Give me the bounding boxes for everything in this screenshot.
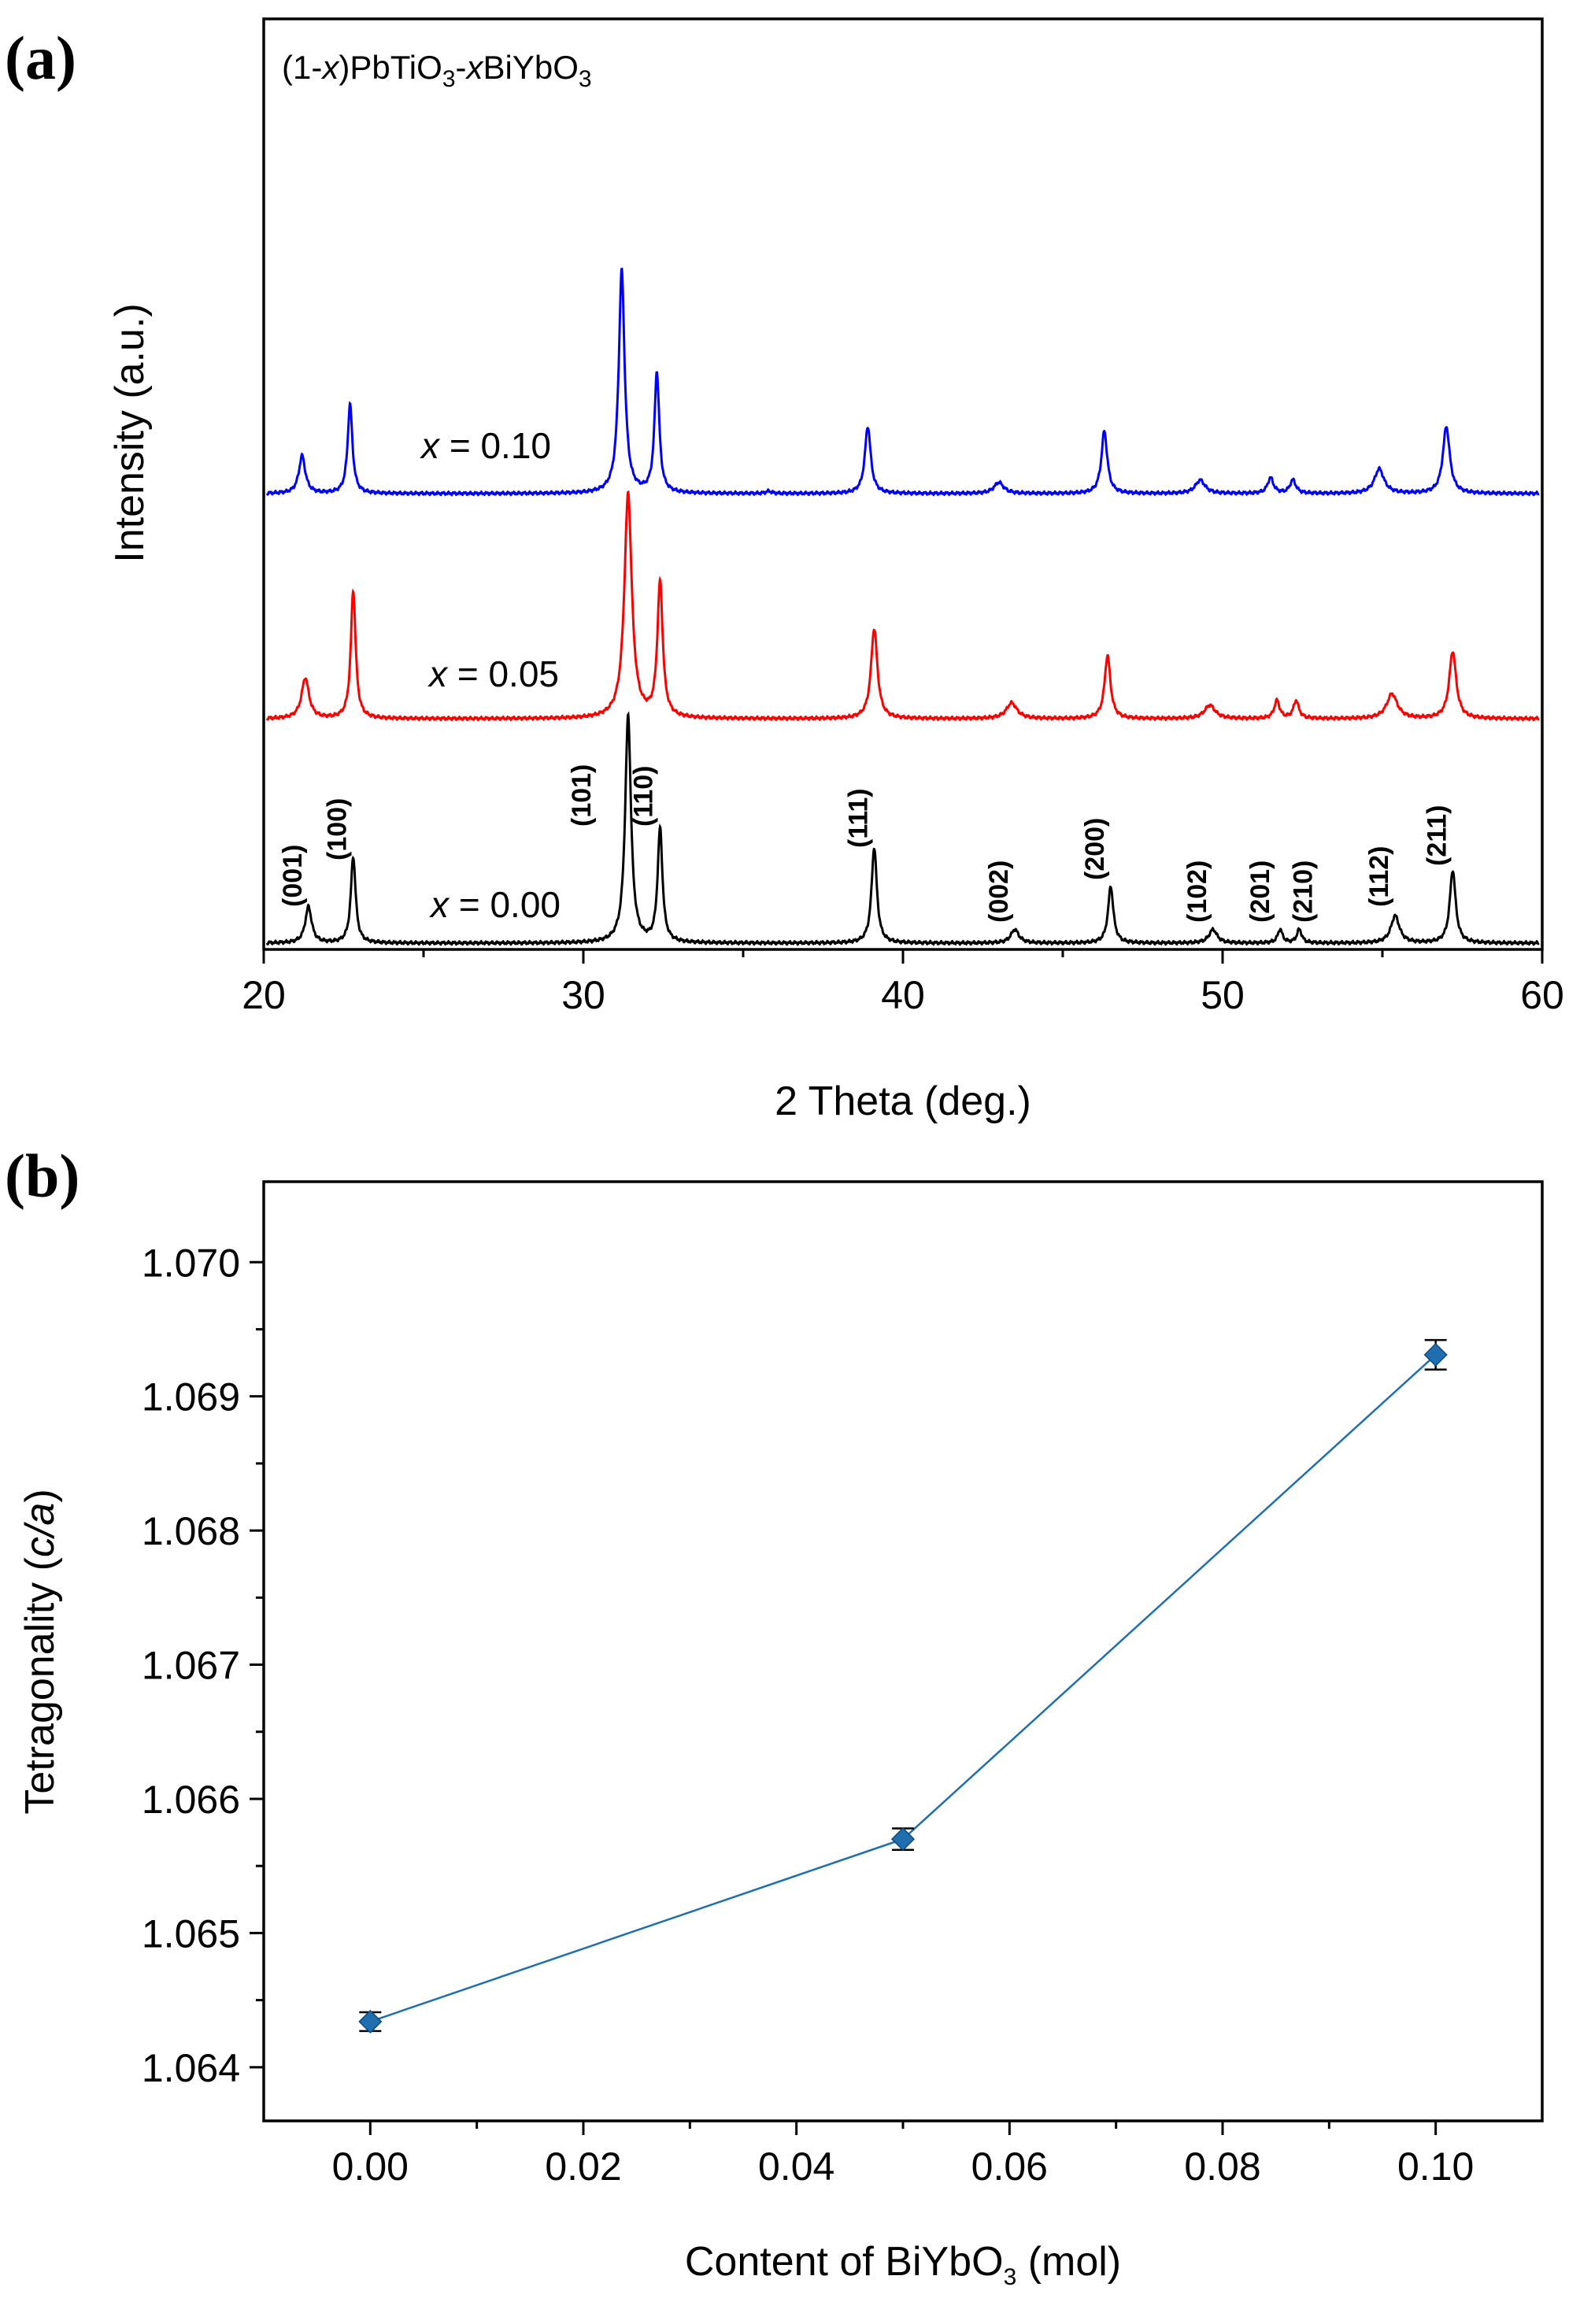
data-point-diamond: [1423, 1342, 1448, 1367]
xrd-series-label-var: x: [427, 653, 449, 694]
xrd-series: [265, 267, 1540, 946]
xrd-x-tick-label: 40: [881, 973, 925, 1017]
xrd-series-label-value: = 0.10: [439, 425, 551, 466]
xrd-x-tick-label: 60: [1520, 973, 1564, 1017]
xrd-y-axis-title: Intensity (a.u.): [107, 303, 153, 562]
xrd-peak-label: (001): [278, 845, 308, 907]
xrd-peak-label: (002): [984, 860, 1014, 923]
xrd-peak-labels: (001) (100) (101) (110) (111) (002) (200) (102)…: [278, 764, 1452, 923]
xrd-series-label-value: = 0.00: [449, 884, 561, 925]
tetragonality-x-axis-title: Content of BiYbO3 (mol): [685, 2239, 1121, 2290]
panel-b-letter: (b): [5, 1142, 80, 1210]
tetragonality-x-tick-label: 0.10: [1397, 2145, 1474, 2189]
panel-a-letter: (a): [5, 24, 76, 92]
tetragonality-x-tick-label: 0.08: [1184, 2145, 1260, 2189]
tetragonality-x-tick-label: 0.04: [758, 2145, 834, 2189]
xrd-pattern-line: [265, 711, 1540, 946]
xrd-panel: 20 30 40 50 60 (001) (100) (101) (110) (111) (002…: [107, 17, 1564, 1124]
tetragonality-plot-frame: [262, 1180, 1544, 2122]
xrd-pattern-line: [265, 490, 1540, 722]
tetragonality-x-tick-label: 0.02: [545, 2145, 621, 2189]
xrd-peak-label: (111): [844, 788, 874, 848]
xrd-peak-label: (102): [1182, 860, 1212, 923]
xrd-x-axis-title: 2 Theta (deg.): [775, 1079, 1031, 1124]
tetragonality-y-tick-label: 1.069: [142, 1375, 240, 1419]
xrd-peak-label: (112): [1364, 846, 1394, 908]
tetragonality-x-tick-label: 0.00: [332, 2145, 409, 2189]
xrd-peak-label: (211): [1422, 805, 1452, 867]
xrd-formula-label: (1-x)PbTiO3-xBiYbO3: [282, 49, 592, 92]
xrd-series-labels: x = 0.00x = 0.05x = 0.10: [420, 425, 561, 925]
xrd-series-label-value: = 0.05: [447, 653, 559, 694]
data-point-diamond: [358, 2009, 383, 2034]
xrd-pattern-line: [265, 267, 1540, 497]
tetragonality-x-tick-label: 0.06: [971, 2145, 1048, 2189]
tetragonality-y-tick-label: 1.066: [142, 1778, 240, 1822]
tetragonality-series: [358, 1338, 1448, 2034]
xrd-x-ticks: 20 30 40 50 60: [242, 949, 1564, 1017]
tetragonality-y-tick-label: 1.064: [142, 2046, 240, 2090]
xrd-series-label-var: x: [420, 425, 441, 466]
tetragonality-line: [369, 1353, 1437, 2023]
xrd-peak-label: (110): [628, 766, 658, 827]
xrd-peak-label: (210): [1288, 860, 1318, 923]
tetragonality-y-tick-label: 1.070: [142, 1241, 240, 1285]
tetragonality-y-axis-title: Tetragonality (c/a): [17, 1489, 63, 1814]
xrd-series-label: x = 0.10: [420, 425, 551, 466]
xrd-series-label-var: x: [429, 884, 450, 925]
xrd-peak-label: (200): [1080, 818, 1110, 880]
tetragonality-y-tick-label: 1.068: [142, 1509, 240, 1553]
xrd-x-tick-label: 50: [1201, 973, 1245, 1017]
tetragonality-panel: 0.00 0.02 0.04 0.06 0.08 0.10 1.064 1.065 1.066…: [17, 1180, 1544, 2290]
tetragonality-y-ticks: 1.064 1.065 1.066 1.067 1.068 1.069 1.070: [142, 1241, 264, 2090]
tetragonality-y-tick-label: 1.067: [142, 1644, 240, 1688]
xrd-x-tick-label: 20: [242, 973, 286, 1017]
tetragonality-y-tick-label: 1.065: [142, 1911, 240, 1956]
xrd-x-tick-label: 30: [561, 973, 605, 1017]
tetragonality-x-ticks: 0.00 0.02 0.04 0.06 0.08 0.10: [332, 2121, 1474, 2189]
xrd-peak-label: (100): [323, 798, 353, 860]
data-point-diamond: [890, 1827, 916, 1852]
xrd-series-label: x = 0.00: [429, 884, 561, 925]
xrd-plot-frame: [262, 17, 1544, 951]
xrd-series-label: x = 0.05: [427, 653, 559, 694]
xrd-peak-label: (101): [567, 764, 597, 827]
xrd-peak-label: (201): [1245, 860, 1275, 923]
